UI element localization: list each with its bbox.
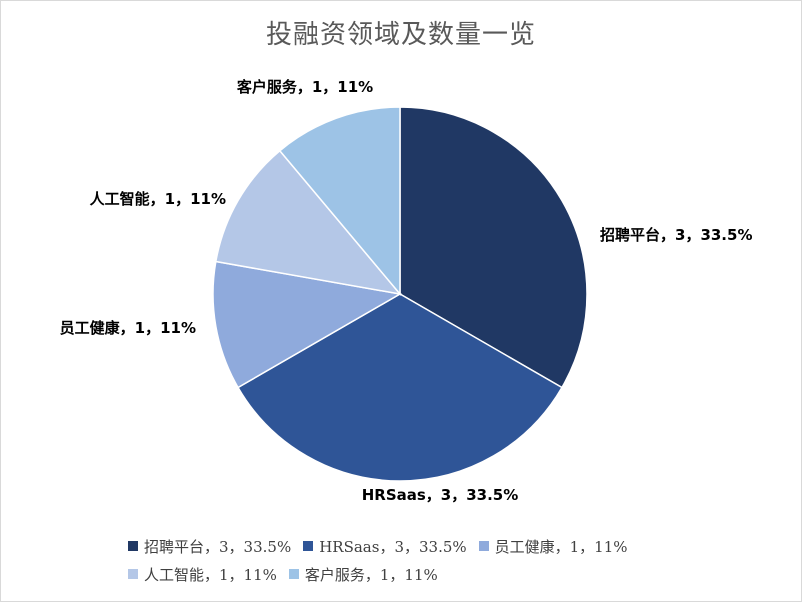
legend-row-1: 招聘平台，3，33.5% HRSaas，3，33.5% 员工健康，1，11% <box>128 532 728 560</box>
data-label-recruiting: 招聘平台，3，33.5% <box>600 226 752 244</box>
legend-swatch <box>478 541 489 551</box>
data-label-customer-service: 客户服务，1，11% <box>236 78 373 96</box>
legend-swatch <box>128 541 138 551</box>
pie-slice-recruiting[interactable] <box>399 106 588 389</box>
legend-label: 人工智能，1，11% <box>144 565 277 584</box>
legend-item-ai[interactable]: 人工智能，1，11% <box>128 564 277 585</box>
legend-swatch <box>303 541 314 551</box>
pie-slice-customer-service[interactable] <box>278 106 401 297</box>
legend-item-customer-service[interactable]: 客户服务，1，11% <box>288 564 438 585</box>
data-label-hrsaas: HRSaas，3，33.5% <box>362 486 519 504</box>
chart-legend: 招聘平台，3，33.5% HRSaas，3，33.5% 员工健康，1，11% 人… <box>128 532 728 588</box>
data-label-ai: 人工智能，1，11% <box>90 190 226 208</box>
pie-slice-employee-health[interactable] <box>212 260 403 389</box>
chart-title: 投融资领域及数量一览 <box>265 20 536 50</box>
legend-swatch <box>288 569 299 579</box>
legend-item-employee-health[interactable]: 员工健康，1，11% <box>478 536 628 557</box>
legend-label: 招聘平台，3，33.5% <box>144 537 292 556</box>
legend-item-recruiting[interactable]: 招聘平台，3，33.5% <box>128 536 291 557</box>
legend-swatch <box>128 569 138 579</box>
legend-row-2: 人工智能，1，11% 客户服务，1，11% <box>128 560 728 588</box>
legend-label: 客户服务，1，11% <box>304 565 438 584</box>
legend-label: HRSaas，3，33.5% <box>319 537 467 556</box>
data-label-employee-health: 员工健康，1，11% <box>60 319 196 337</box>
pie-slice-ai[interactable] <box>214 149 402 296</box>
legend-label: 员工健康，1，11% <box>494 537 628 556</box>
legend-item-hrsaas[interactable]: HRSaas，3，33.5% <box>303 536 467 557</box>
pie-slice-hrsaas[interactable] <box>237 293 563 482</box>
